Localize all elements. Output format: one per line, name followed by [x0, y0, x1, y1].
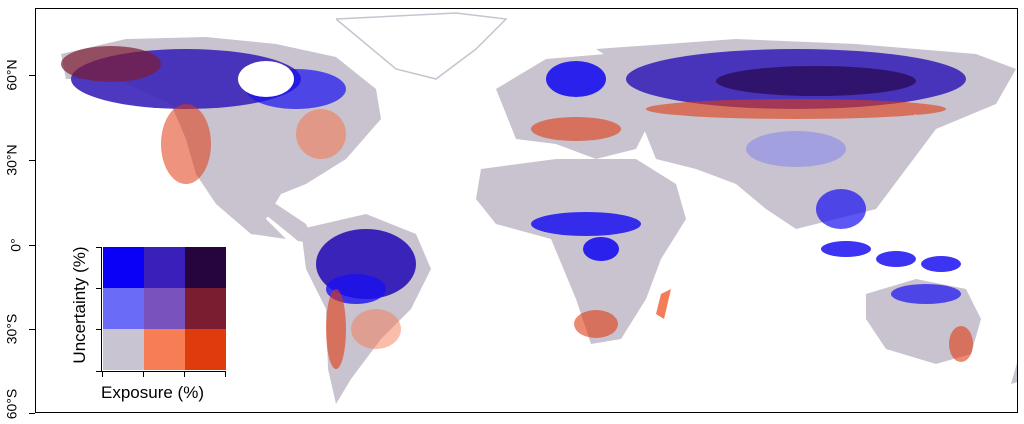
legend-cell-low-uncert-low-exp — [103, 329, 144, 370]
australia-north — [891, 284, 961, 304]
lat-label-60n: 60°N — [3, 59, 20, 91]
southeast-asia — [816, 189, 866, 229]
andes-fire — [326, 289, 346, 369]
legend-y-axis — [101, 247, 102, 372]
legend-cell-low-uncert-high-exp — [185, 329, 226, 370]
lat-label-60s: 60°S — [3, 388, 20, 420]
japan — [906, 114, 921, 159]
new-guinea — [921, 256, 961, 272]
lat-label-30n: 30°N — [3, 144, 20, 176]
europe-south-fire — [531, 117, 621, 141]
central-africa — [531, 212, 641, 236]
lat-tick-0 — [29, 245, 35, 246]
lat-label-30s: 30°S — [3, 313, 20, 345]
legend-cell-high-uncert-low-exp — [103, 247, 144, 288]
legend-y-tick — [96, 288, 101, 289]
lat-label-0: 0° — [7, 238, 24, 252]
pampas — [351, 309, 401, 349]
greenland-coastline — [335, 12, 508, 80]
indonesia-1 — [821, 241, 871, 257]
south-africa-fire — [574, 310, 618, 338]
bivariate-legend: Uncertainty (%) Exposure (%) — [65, 245, 235, 410]
legend-grid — [103, 247, 226, 370]
legend-x-tick — [143, 371, 144, 377]
legend-x-axis — [101, 371, 226, 372]
legend-y-tick — [96, 371, 101, 372]
lat-tick-60n — [29, 75, 35, 76]
congo — [583, 237, 619, 261]
lat-tick-30n — [29, 160, 35, 161]
indonesia-2 — [876, 251, 916, 267]
legend-x-label: Exposure (%) — [101, 383, 204, 402]
legend-cell-mid-uncert-low-exp — [103, 288, 144, 329]
legend-y-tick — [96, 329, 101, 330]
madagascar — [656, 289, 671, 319]
china-mix — [746, 131, 846, 167]
lat-tick-30s — [29, 329, 35, 330]
legend-x-tick — [102, 371, 103, 377]
hudson-bay — [238, 61, 294, 97]
legend-cell-high-uncert-high-exp — [185, 247, 226, 288]
australia-east — [949, 326, 973, 362]
legend-cell-mid-uncert-mid-exp — [144, 288, 185, 329]
siberia-core — [716, 66, 916, 96]
legend-x-tick — [184, 371, 185, 377]
legend-cell-high-uncert-mid-exp — [144, 247, 185, 288]
legend-y-tick — [96, 247, 101, 248]
legend-cell-low-uncert-mid-exp — [144, 329, 185, 370]
map-canvas — [61, 12, 1017, 404]
africa-land — [476, 159, 686, 344]
siberia-south-fire — [646, 99, 946, 119]
us-west-fire — [161, 104, 211, 184]
lat-tick-60s — [29, 413, 35, 414]
legend-cell-mid-uncert-high-exp — [185, 288, 226, 329]
central-america-land — [236, 194, 316, 244]
new-zealand — [1011, 363, 1017, 384]
legend-y-label: Uncertainty (%) — [70, 246, 89, 364]
legend-x-tick — [225, 371, 226, 377]
greenland-outline — [336, 13, 506, 79]
alaska-mix — [61, 46, 161, 82]
scandinavia — [546, 61, 606, 97]
us-east — [296, 109, 346, 159]
